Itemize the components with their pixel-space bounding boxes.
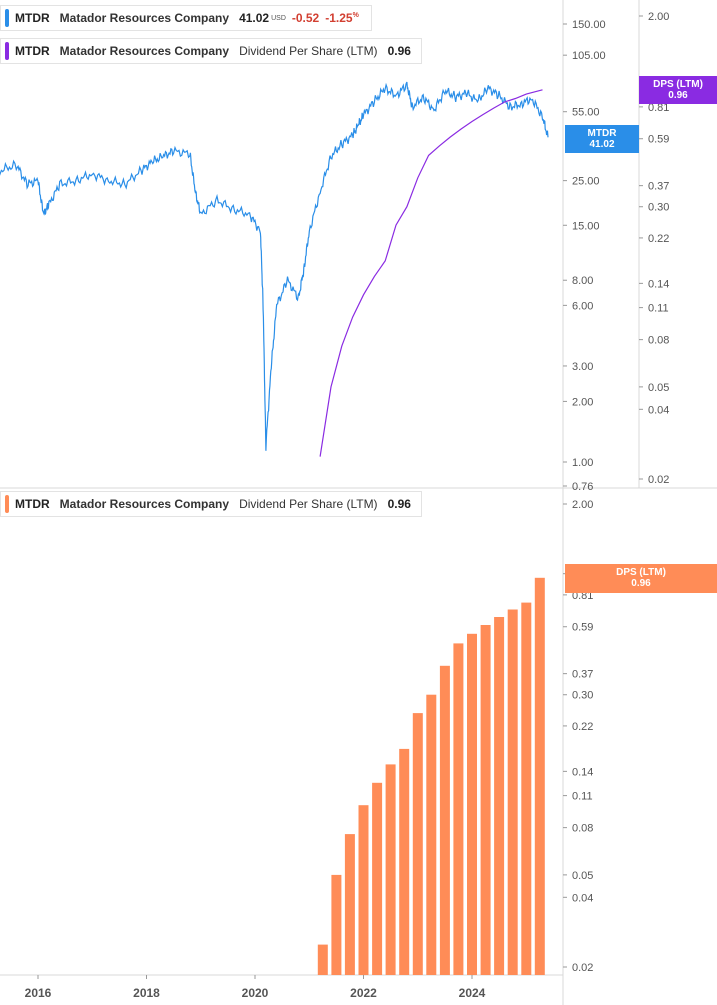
legend-dps-bottom-name: Matador Resources Company (59, 497, 230, 511)
dps-bar-0 (317, 944, 328, 975)
price-axis-label-10: 0.76 (572, 481, 593, 493)
legend-dps-bottom-metric: Dividend Per Share (LTM) (239, 497, 378, 511)
legend-dps-top-ticker: MTDR (15, 44, 50, 58)
legend-dps-top-name: Matador Resources Company (59, 44, 230, 58)
price-axis-label-9: 1.00 (572, 457, 593, 469)
legend-dps-bottom-color (5, 495, 9, 513)
dps-bottom-axis-label-3: 0.59 (572, 622, 593, 634)
dps-line (319, 89, 543, 457)
legend-dps-bottom[interactable]: MTDR Matador Resources Company Dividend … (0, 491, 422, 517)
dps-bar-3 (358, 805, 369, 975)
dps-bar-5 (385, 764, 396, 975)
dps-bar-10 (453, 643, 464, 975)
legend-dps-bottom-value: 0.96 (387, 497, 411, 511)
dps-bar-9 (439, 665, 450, 975)
legend-price-currency: USD (271, 14, 286, 22)
price-axis-label-3: 25.00 (572, 176, 600, 188)
legend-dps-top-value: 0.96 (387, 44, 411, 58)
dps-top-axis-label-4: 0.30 (648, 202, 669, 214)
legend-price-change-pct: -1.25% (325, 11, 359, 25)
dps-top-axis-label-9: 0.05 (648, 382, 669, 394)
legend-price-color (5, 9, 9, 27)
dps-top-axis-label-8: 0.08 (648, 335, 669, 347)
legend-price-value: 41.02 (239, 11, 270, 25)
dps-bottom-axis-label-4: 0.37 (572, 669, 593, 681)
price-axis-label-0: 150.00 (572, 19, 606, 31)
dps-top-axis-label-0: 2.00 (648, 11, 669, 23)
ticks-layer: 150.00 105.00 55.00 25.00 15.00 8.00 6.00 3.00 2… (25, 11, 670, 1000)
x-axis-label-2: 2020 (242, 986, 269, 1000)
dps-bar-6 (399, 748, 410, 975)
dps-bar-13 (494, 617, 505, 975)
price-tag-title: MTDR (587, 128, 617, 139)
x-axis-label-3: 2022 (350, 986, 377, 1000)
dps-bottom-axis-label-9: 0.08 (572, 823, 593, 835)
dps-top-axis-label-1: 0.81 (648, 102, 669, 114)
dps-bar-15 (521, 602, 532, 975)
dps-top-axis-label-3: 0.37 (648, 181, 669, 193)
dps-top-axis-label-10: 0.04 (648, 404, 669, 416)
dps-top-axis-label-5: 0.22 (648, 233, 669, 245)
dps-top-axis-label-7: 0.11 (648, 303, 669, 315)
price-tag: MTDR 41.02 (565, 125, 639, 153)
price-axis-label-6: 6.00 (572, 300, 593, 312)
dps-tag-top-value: 0.96 (668, 90, 688, 101)
dps-bar-1 (331, 874, 342, 975)
dps-tag-bottom: DPS (LTM) 0.96 (565, 564, 717, 593)
dps-bottom-axis-label-5: 0.30 (572, 690, 593, 702)
price-axis-label-5: 8.00 (572, 275, 593, 287)
x-axis-label-4: 2024 (459, 986, 486, 1000)
price-tag-value: 41.02 (589, 139, 615, 150)
dps-bar-16 (534, 577, 545, 975)
dps-bottom-axis-label-10: 0.05 (572, 870, 593, 882)
price-axis-label-4: 15.00 (572, 220, 600, 232)
dps-top-axis-label-2: 0.59 (648, 134, 669, 146)
dps-bottom-axis-label-11: 0.04 (572, 892, 593, 904)
legend-price-name: Matador Resources Company (59, 11, 230, 25)
dps-tag-bottom-title: DPS (LTM) (616, 567, 666, 578)
legend-dps-top-metric: Dividend Per Share (LTM) (239, 44, 378, 58)
dps-tag-bottom-value: 0.96 (631, 578, 651, 589)
dps-bottom-axis-label-12: 0.02 (572, 962, 593, 974)
x-axis-label-0: 2016 (25, 986, 52, 1000)
dps-tag-top-title: DPS (LTM) (653, 79, 703, 90)
price-axis-label-2: 55.00 (572, 107, 600, 119)
price-axis-label-1: 105.00 (572, 50, 606, 62)
legend-dps-bottom-ticker: MTDR (15, 497, 50, 511)
dps-bar-12 (480, 625, 491, 975)
legend-price-pct-sign: % (352, 12, 359, 19)
dps-bar-8 (426, 694, 437, 975)
legend-dps-top-color (5, 42, 9, 60)
price-line (0, 81, 549, 451)
legend-price-ticker: MTDR (15, 11, 50, 25)
dps-top-axis-label-11: 0.02 (648, 474, 669, 486)
legend-price[interactable]: MTDR Matador Resources Company 41.02 USD… (0, 5, 372, 31)
dps-bar-2 (344, 834, 355, 975)
dps-top-axis-label-6: 0.14 (648, 278, 669, 290)
dps-bottom-axis-label-8: 0.11 (572, 791, 593, 803)
legend-price-change: -0.52 (291, 11, 320, 25)
dps-bar-14 (507, 609, 518, 975)
legend-price-change-pct-value: -1.25 (325, 11, 353, 25)
dps-bottom-axis-label-0: 2.00 (572, 499, 593, 511)
marks-layer (0, 81, 549, 975)
dps-tag-top: DPS (LTM) 0.96 (639, 76, 717, 104)
dps-bottom-axis-label-7: 0.14 (572, 766, 593, 778)
price-axis-label-8: 2.00 (572, 396, 593, 408)
dps-bar-11 (467, 633, 477, 975)
dps-bar-4 (372, 782, 383, 975)
dps-bar-7 (412, 713, 423, 975)
dps-bottom-axis-label-6: 0.22 (572, 721, 593, 733)
price-axis-label-7: 3.00 (572, 361, 593, 373)
x-axis-label-1: 2018 (133, 986, 160, 1000)
legend-dps-top[interactable]: MTDR Matador Resources Company Dividend … (0, 38, 422, 64)
